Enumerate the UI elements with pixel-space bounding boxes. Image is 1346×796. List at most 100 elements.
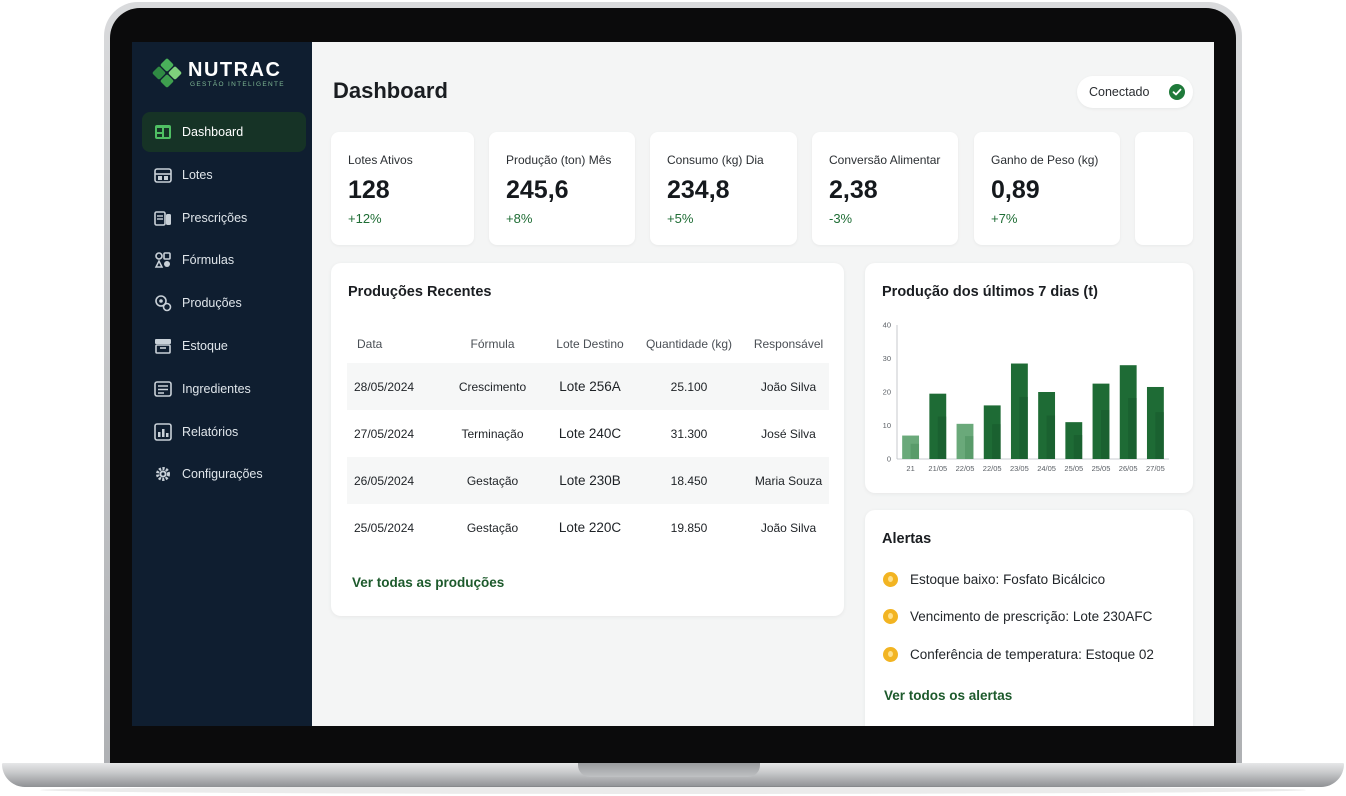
table-header: Data Fórmula Lote Destino Quantidade (kg… xyxy=(347,325,829,363)
card-title: Produções Recentes xyxy=(348,284,492,300)
sidebar-item-dashboard[interactable]: Dashboard xyxy=(142,112,306,152)
sidebar-item-label: Configurações xyxy=(182,467,263,482)
x-tick-label: 22/05 xyxy=(983,464,1002,473)
page-title: Dashboard xyxy=(333,78,448,103)
kpi-delta: +12% xyxy=(348,211,382,226)
sidebar-item-configuracoes[interactable]: Configurações xyxy=(142,454,306,494)
prescription-icon xyxy=(154,210,171,226)
sidebar-item-formulas[interactable]: Fórmulas xyxy=(142,240,306,280)
x-tick-label: 21/05 xyxy=(928,464,947,473)
main-content: Dashboard Conectado Lotes Ativos 128 +12… xyxy=(312,42,1214,726)
chart-bar-shade xyxy=(1101,410,1110,459)
card-title: Alertas xyxy=(882,531,932,547)
chart-bar-shade xyxy=(910,443,920,459)
chart-bar-shade xyxy=(1046,415,1056,459)
production-chart-card: Produção dos últimos 7 dias (t) 0 10 20 30 4… xyxy=(865,263,1193,493)
cell-lot: Lote 256A xyxy=(559,379,621,394)
sidebar-item-label: Ingredientes xyxy=(182,381,251,396)
sidebar-item-lotes[interactable]: Lotes xyxy=(142,155,306,195)
sidebar-item-relatorios[interactable]: Relatórios xyxy=(142,412,306,452)
sidebar-item-producoes[interactable]: Produções xyxy=(142,283,306,323)
production-bar-chart: 0 10 20 30 40 21 21/05 22/05 22/05 23/05 24/05 25/0… xyxy=(883,321,1169,473)
kpi-card-lotes-ativos: Lotes Ativos 128 +12% xyxy=(331,132,474,245)
alert-item[interactable]: Vencimento de prescrição: Lote 230AFC xyxy=(883,606,1152,626)
chart-bar-shade xyxy=(965,436,974,459)
kpi-label: Conversão Alimentar xyxy=(829,153,941,167)
x-tick-label: 27/05 xyxy=(1146,464,1165,473)
storage-icon xyxy=(155,338,171,354)
cell-quantity: 19.850 xyxy=(670,520,708,535)
table-row[interactable]: 26/05/2024 Gestação Lote 230B 18.450 Mar… xyxy=(347,457,829,504)
chart-bar-shade xyxy=(1155,412,1164,459)
sidebar-item-label: Dashboard xyxy=(182,125,244,139)
kpi-card-consumo: Consumo (kg) Dia 234,8 +5% xyxy=(650,132,797,245)
sidebar-item-ingredientes[interactable]: Ingredientes xyxy=(142,369,306,409)
laptop-notch xyxy=(578,763,760,777)
sidebar-item-label: Lotes xyxy=(182,167,213,182)
table-row[interactable]: 27/05/2024 Terminação Lote 240C 31.300 J… xyxy=(347,410,829,457)
sidebar-item-estoque[interactable]: Estoque xyxy=(142,326,306,366)
cell-date: 27/05/2024 xyxy=(354,426,415,441)
chart-bar-shade xyxy=(1128,398,1137,459)
report-icon xyxy=(154,422,172,441)
cell-lot: Lote 240C xyxy=(558,426,622,441)
cell-quantity: 18.450 xyxy=(670,473,708,488)
cell-lot: Lote 220C xyxy=(558,520,622,535)
alert-item[interactable]: Conferência de temperatura: Estoque 02 xyxy=(883,644,1154,664)
ingredients-icon xyxy=(154,380,172,397)
chart-bar-shade xyxy=(992,424,1001,459)
cell-quantity: 25.100 xyxy=(670,379,708,394)
y-tick-label: 30 xyxy=(883,354,891,363)
cell-formula: Gestação xyxy=(466,473,519,488)
sidebar-item-label: Relatórios xyxy=(182,424,239,439)
productions-table: Data Fórmula Lote Destino Quantidade (kg… xyxy=(347,325,829,551)
app-screen: NUTRAC GESTÃO INTELIGENTE Dashboard Lote… xyxy=(132,42,1214,726)
y-tick-label: 10 xyxy=(883,421,891,430)
chart-bar-shade xyxy=(937,416,947,459)
view-all-productions-link[interactable]: Ver todas as produções xyxy=(352,575,505,590)
view-all-alerts-link[interactable]: Ver todos os alertas xyxy=(884,688,1013,703)
sidebar-item-prescricoes[interactable]: Prescrições xyxy=(142,198,306,238)
table-row[interactable]: 25/05/2024 Gestação Lote 220C 19.850 Joã… xyxy=(347,504,829,551)
column-header[interactable]: Quantidade (kg) xyxy=(645,337,733,351)
alert-item[interactable]: Estoque baixo: Fosfato Bicálcico xyxy=(883,569,1105,589)
y-tick-label: 20 xyxy=(883,388,891,397)
table-body: 28/05/2024 Crescimento Lote 256A 25.100 … xyxy=(347,363,829,551)
alert-text: Estoque baixo: Fosfato Bicálcico xyxy=(910,571,1106,587)
x-tick-label: 25/05 xyxy=(1092,464,1111,473)
alert-text: Vencimento de prescrição: Lote 230AFC xyxy=(910,608,1153,624)
x-tick-label: 26/05 xyxy=(1119,464,1138,473)
kpi-card-conversao: Conversão Alimentar 2,38 -3% xyxy=(812,132,958,245)
logo-mark-icon xyxy=(152,58,182,88)
formula-icon xyxy=(154,252,171,269)
cell-formula: Terminação xyxy=(461,426,524,441)
kpi-label: Ganho de Peso (kg) xyxy=(991,153,1099,167)
kpi-label: Consumo (kg) Dia xyxy=(667,153,764,167)
cell-responsible: Maria Souza xyxy=(754,473,823,488)
kpi-value: 0,89 xyxy=(991,176,1040,204)
alerts-card: Alertas Estoque baixo: Fosfato Bicálcico… xyxy=(865,510,1193,726)
cell-lot: Lote 230B xyxy=(559,473,621,488)
chart-bar-shade xyxy=(1019,396,1028,459)
column-header[interactable]: Lote Destino xyxy=(556,337,624,351)
kpi-card-ganho-peso: Ganho de Peso (kg) 0,89 +7% xyxy=(974,132,1120,245)
chart-title: Produção dos últimos 7 dias (t) xyxy=(882,284,1098,300)
kpi-value: 234,8 xyxy=(667,176,730,204)
logo[interactable]: NUTRAC GESTÃO INTELIGENTE xyxy=(151,56,301,96)
cell-formula: Gestação xyxy=(466,520,519,535)
warning-icon xyxy=(883,646,898,662)
gear-icon xyxy=(156,467,170,482)
kpi-delta: +8% xyxy=(506,211,533,226)
x-tick-label: 22/05 xyxy=(956,464,975,473)
sidebar: NUTRAC GESTÃO INTELIGENTE Dashboard Lote… xyxy=(132,42,312,726)
barn-icon xyxy=(154,167,172,183)
kpi-delta: +5% xyxy=(667,211,694,226)
table-row[interactable]: 28/05/2024 Crescimento Lote 256A 25.100 … xyxy=(347,363,829,410)
column-header[interactable]: Data xyxy=(357,337,383,351)
column-header[interactable]: Fórmula xyxy=(470,337,515,351)
y-tick-label: 40 xyxy=(883,321,891,330)
sidebar-item-label: Prescrições xyxy=(182,210,248,225)
kpi-card-producao: Produção (ton) Mês 245,6 +8% xyxy=(489,132,635,245)
column-header[interactable]: Responsável xyxy=(753,337,824,351)
recent-productions-card: Produções Recentes Data Fórmula Lote Des… xyxy=(331,263,844,616)
